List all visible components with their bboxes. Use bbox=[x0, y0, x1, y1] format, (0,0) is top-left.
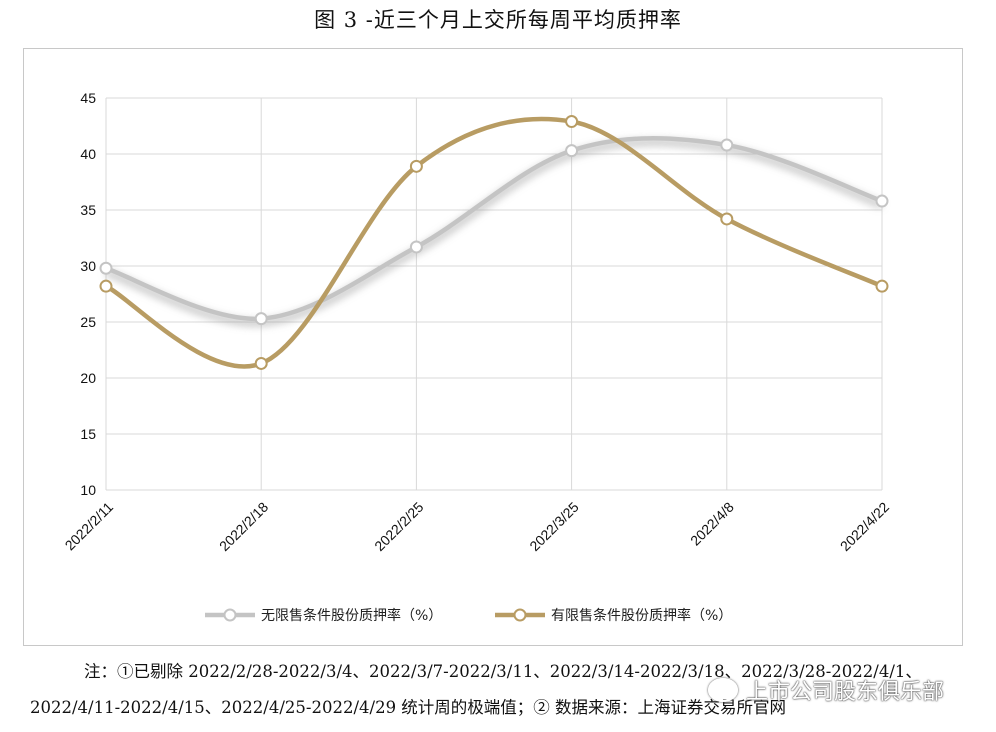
x-tick-label: 2022/2/11 bbox=[61, 499, 116, 554]
watermark: 上市公司股东俱乐部 bbox=[708, 674, 944, 706]
legend-swatch-marker bbox=[223, 608, 237, 622]
footnote-line-2: 2022/4/11-2022/4/15、2022/4/25-2022/4/29 … bbox=[30, 698, 787, 717]
series bbox=[99, 115, 889, 370]
y-tick-label: 10 bbox=[80, 482, 96, 498]
x-tick-label: 2022/3/25 bbox=[526, 499, 582, 555]
data-point bbox=[99, 279, 113, 293]
legend-label: 有限售条件股份质押率（%） bbox=[551, 607, 732, 624]
legend-swatch-marker bbox=[513, 608, 527, 622]
y-tick-label: 40 bbox=[80, 146, 96, 162]
y-tick-label: 45 bbox=[80, 90, 96, 106]
y-tick-label: 35 bbox=[80, 202, 96, 218]
watermark-text: 上市公司股东俱乐部 bbox=[746, 680, 945, 705]
wechat-icon bbox=[708, 678, 738, 702]
data-point bbox=[875, 279, 889, 293]
data-point bbox=[409, 240, 423, 254]
y-tick-label: 25 bbox=[80, 314, 96, 330]
legend: 无限售条件股份质押率（%） 有限售条件股份质押率（%） bbox=[205, 607, 732, 624]
data-point bbox=[254, 356, 268, 370]
data-point bbox=[565, 115, 579, 129]
y-axis-ticks: 10 15 20 25 30 35 40 45 bbox=[80, 90, 96, 498]
footnote-line-1: 注：①已剔除 2022/2/28-2022/3/4、2022/3/7-2022/… bbox=[84, 662, 922, 681]
data-point bbox=[565, 144, 579, 158]
x-tick-label: 2022/4/8 bbox=[687, 499, 737, 549]
chart-title: 图 3 -近三个月上交所每周平均质押率 bbox=[314, 8, 682, 32]
y-tick-label: 15 bbox=[80, 426, 96, 442]
data-point bbox=[99, 261, 113, 275]
data-point bbox=[409, 159, 423, 173]
series-shadow bbox=[104, 138, 884, 327]
y-tick-label: 30 bbox=[80, 258, 96, 274]
series-line-2 bbox=[103, 116, 885, 369]
x-axis-ticks: 2022/2/11 2022/2/18 2022/2/25 2022/3/25 2022… bbox=[61, 499, 892, 555]
x-tick-label: 2022/4/22 bbox=[837, 499, 893, 555]
data-point bbox=[720, 138, 734, 152]
data-point bbox=[254, 312, 268, 326]
x-tick-label: 2022/2/18 bbox=[216, 499, 272, 555]
y-tick-label: 20 bbox=[80, 370, 96, 386]
legend-label: 无限售条件股份质押率（%） bbox=[261, 607, 442, 624]
data-point bbox=[720, 212, 734, 226]
data-point bbox=[875, 194, 889, 208]
chart-frame bbox=[23, 48, 963, 646]
series-line-1 bbox=[103, 136, 885, 321]
x-tick-label: 2022/2/25 bbox=[371, 499, 427, 555]
